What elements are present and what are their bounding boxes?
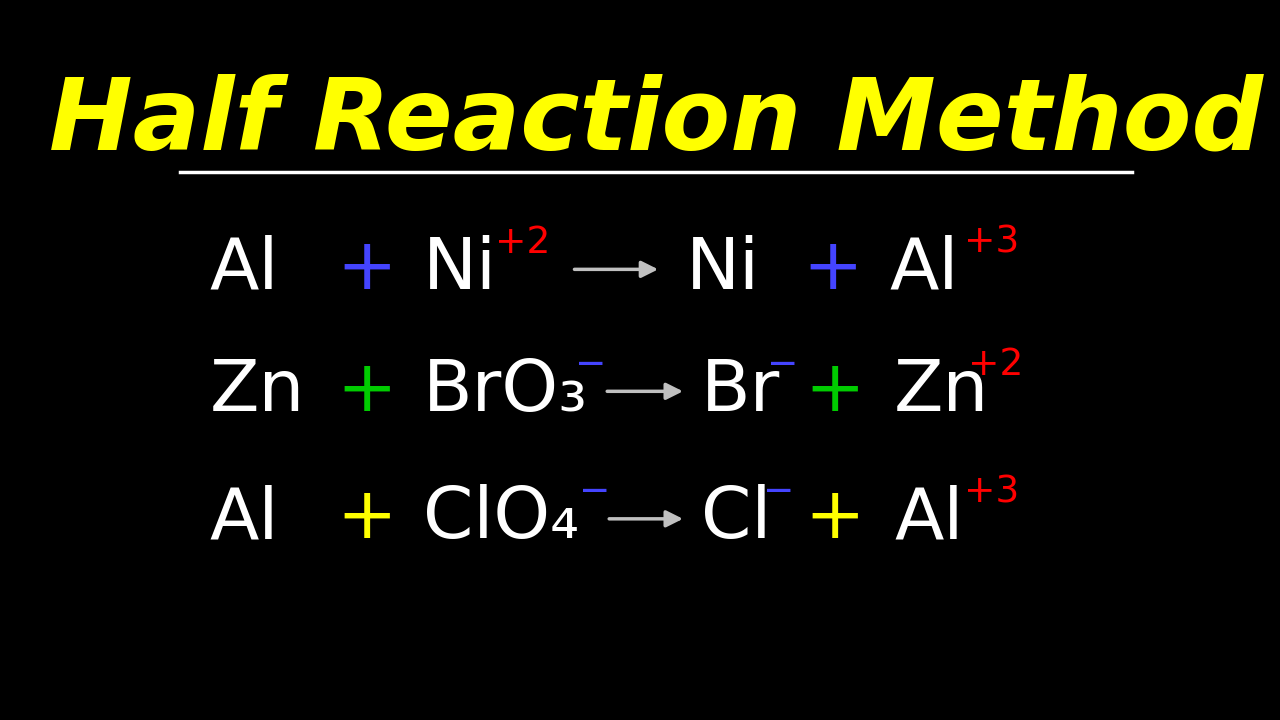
Text: Al: Al (890, 235, 959, 304)
Text: +: + (803, 235, 863, 304)
Text: Zn: Zn (895, 357, 989, 426)
Text: Al: Al (210, 235, 279, 304)
Text: Br: Br (700, 357, 780, 426)
Text: +: + (805, 357, 865, 426)
Text: +3: +3 (964, 474, 1019, 510)
Text: −: − (763, 474, 795, 510)
Text: −: − (579, 474, 611, 510)
Text: Ni: Ni (686, 235, 760, 304)
Text: +: + (805, 485, 865, 554)
Text: −: − (767, 347, 799, 383)
Text: BrO₃: BrO₃ (422, 357, 588, 426)
Text: ClO₄: ClO₄ (422, 485, 579, 554)
Text: +2: +2 (495, 225, 550, 261)
Text: Half Reaction Method: Half Reaction Method (49, 74, 1263, 171)
Text: Cl: Cl (700, 485, 771, 554)
Text: +2: +2 (969, 347, 1024, 383)
Text: Ni: Ni (422, 235, 497, 304)
Text: Al: Al (895, 485, 964, 554)
Text: +: + (337, 357, 397, 426)
Text: Al: Al (210, 485, 279, 554)
Text: +3: +3 (964, 225, 1019, 261)
Text: +: + (337, 235, 397, 304)
Text: −: − (575, 347, 605, 383)
Text: Zn: Zn (210, 357, 305, 426)
Text: +: + (337, 485, 397, 554)
